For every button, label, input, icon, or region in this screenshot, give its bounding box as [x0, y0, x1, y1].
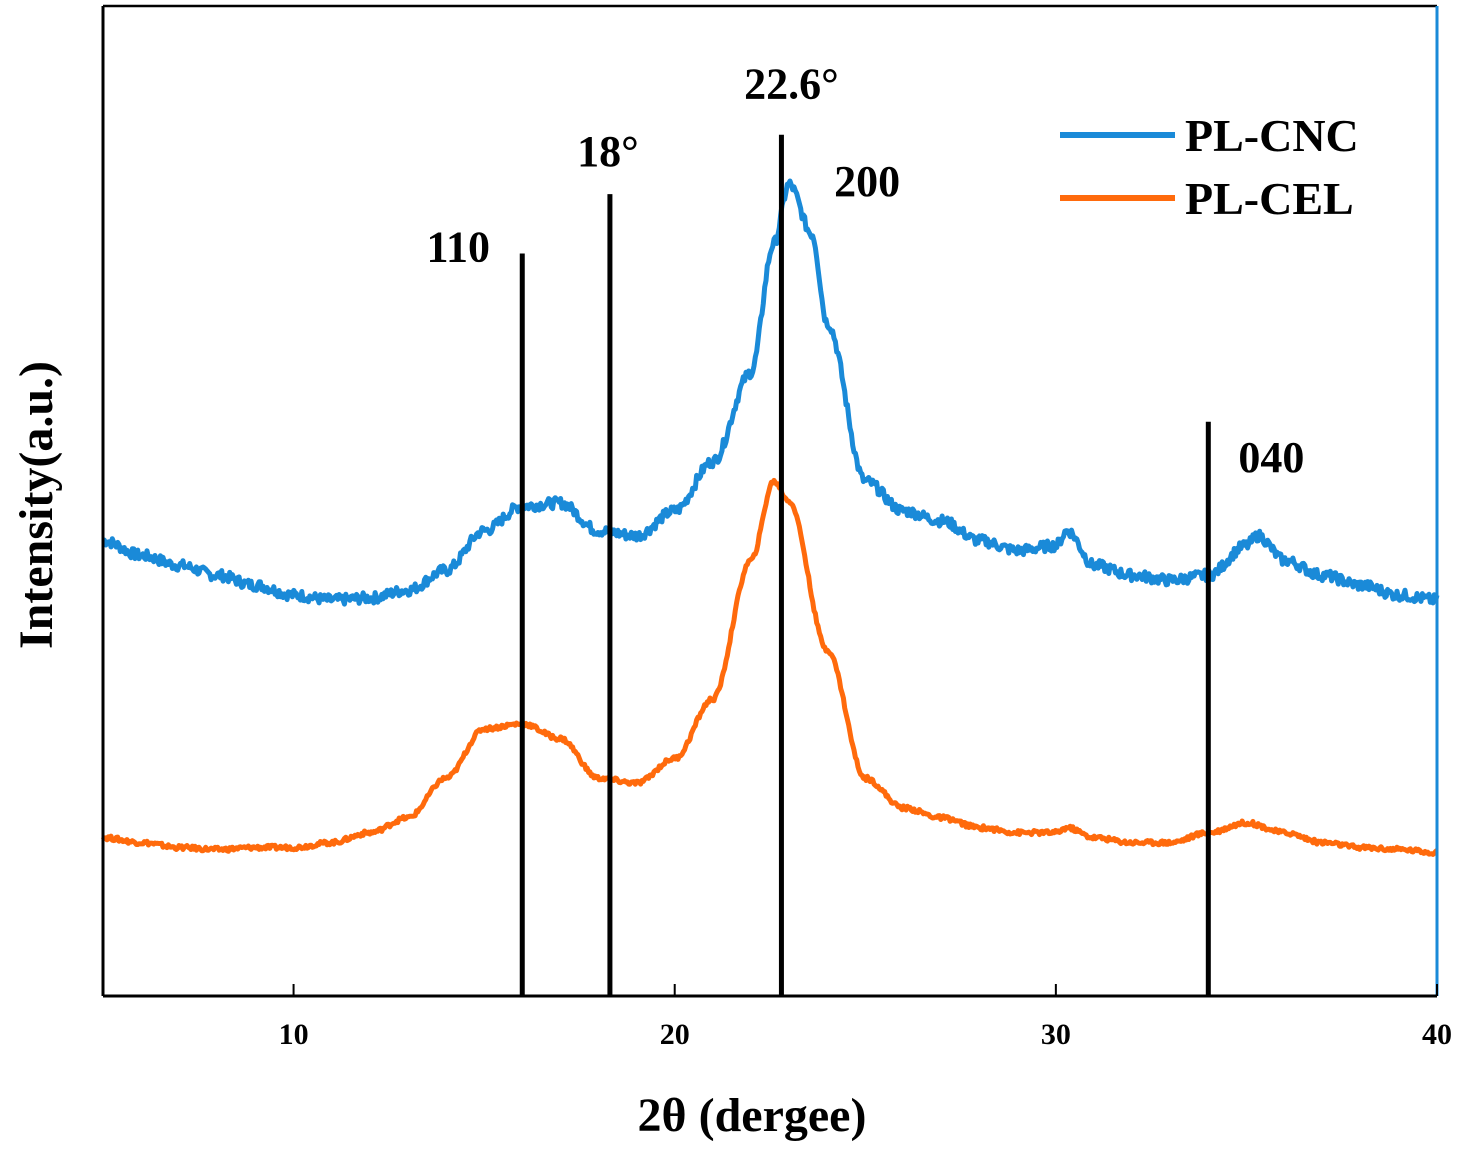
peak-label-2: 22.6° — [744, 60, 839, 109]
series-layer — [100, 178, 1440, 857]
x-tick-label-40: 40 — [1422, 1018, 1452, 1051]
legend: PL-CNC PL-CEL — [1060, 110, 1359, 224]
x-ticks: 10 20 30 40 — [279, 984, 1452, 1051]
reference-lines — [519, 134, 1211, 996]
peak-label-1: 18° — [577, 127, 639, 176]
x-tick-label-20: 20 — [660, 1018, 690, 1051]
x-tick-label-10: 10 — [279, 1018, 309, 1051]
x-axis-title: 2θ (dergee) — [638, 1089, 867, 1142]
legend-label-pl-cnc: PL-CNC — [1185, 110, 1359, 161]
x-tick-label-30: 30 — [1041, 1018, 1071, 1051]
series-pl-cel — [100, 477, 1439, 857]
peak-label-0: 110 — [426, 223, 490, 272]
annotation-0: 200 — [834, 157, 900, 206]
legend-label-pl-cel: PL-CEL — [1185, 173, 1354, 224]
peak-label-3: 040 — [1238, 433, 1304, 482]
peak-labels: 110 18° 22.6° 040 200 — [426, 60, 1304, 482]
series-pl-cnc — [101, 178, 1440, 607]
y-axis-title: Intensity(a.u.) — [10, 361, 63, 649]
